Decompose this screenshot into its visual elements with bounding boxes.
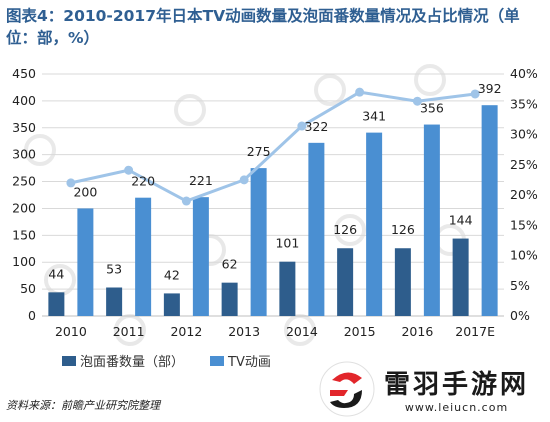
x-tick-label: 2012 bbox=[170, 324, 202, 339]
bar-tv-anime bbox=[366, 132, 383, 316]
brand-logo-icon bbox=[318, 360, 376, 418]
bar-tv-anime bbox=[77, 208, 94, 316]
ratio-point bbox=[66, 178, 76, 188]
ratio-point bbox=[470, 89, 480, 99]
data-label-paomian: 53 bbox=[106, 261, 122, 276]
watermark-logo-icon bbox=[314, 74, 346, 106]
data-label-paomian: 44 bbox=[48, 266, 64, 281]
axes: 0 50 100 150 200 250 300 350 400 450 0% 5% 10% 15% 20%… bbox=[12, 66, 538, 339]
legend-swatch bbox=[62, 356, 76, 366]
y-left-tick-label: 200 bbox=[12, 200, 36, 215]
bar-paomian bbox=[221, 282, 238, 316]
x-tick-label: 2011 bbox=[113, 324, 145, 339]
chart-title: 图表4：2010-2017年日本TV动画数量及泡面番数量情况及占比情况（单位：部… bbox=[6, 7, 520, 47]
bars-group bbox=[48, 105, 498, 317]
data-labels-group: 44 53 42 62 101 126 126 144 200 220 221 275 322 341 35… bbox=[48, 81, 501, 282]
x-tick-label: 2016 bbox=[401, 324, 433, 339]
ratio-point bbox=[355, 87, 365, 97]
data-label-tv-anime: 200 bbox=[73, 184, 97, 199]
bar-paomian bbox=[452, 238, 469, 316]
data-label-tv-anime: 356 bbox=[420, 101, 444, 116]
bar-paomian bbox=[394, 248, 411, 316]
y-right-tick-label: 10% bbox=[510, 248, 538, 263]
y-right-tick-label: 15% bbox=[510, 217, 538, 232]
watermark-logo-icon bbox=[24, 134, 56, 166]
bar-tv-anime bbox=[135, 197, 152, 316]
bar-tv-anime bbox=[308, 142, 325, 316]
bar-paomian bbox=[337, 248, 354, 316]
data-label-paomian: 62 bbox=[222, 257, 238, 272]
x-tick-label: 2017E bbox=[455, 324, 495, 339]
y-left-tick-label: 250 bbox=[12, 174, 36, 189]
ratio-line-group bbox=[66, 87, 480, 206]
bar-tv-anime bbox=[250, 168, 267, 316]
y-right-tick-label: 25% bbox=[510, 157, 538, 172]
ratio-point bbox=[124, 165, 134, 175]
y-right-tick-label: 0% bbox=[510, 308, 530, 323]
y-left-tick-label: 150 bbox=[12, 227, 36, 242]
bar-paomian bbox=[106, 287, 123, 316]
y-left-tick-label: 300 bbox=[12, 147, 36, 162]
data-label-tv-anime: 275 bbox=[247, 144, 271, 159]
y-left-tick-label: 350 bbox=[12, 120, 36, 135]
source-note: 资料来源：前瞻产业研究院整理 bbox=[6, 399, 160, 412]
y-right-tick-label: 35% bbox=[510, 96, 538, 111]
bar-paomian bbox=[163, 293, 180, 316]
legend-label: 泡面番数量（部） bbox=[80, 355, 184, 370]
y-right-tick-label: 5% bbox=[510, 278, 530, 293]
watermark-logo-icon bbox=[414, 64, 446, 96]
y-right-tick-label: 40% bbox=[510, 66, 538, 81]
y-right-tick-label: 20% bbox=[510, 187, 538, 202]
bar-tv-anime bbox=[423, 124, 440, 316]
x-tick-label: 2013 bbox=[228, 324, 260, 339]
watermark-logo-icon bbox=[174, 94, 206, 126]
ratio-line bbox=[70, 90, 476, 203]
ratio-point bbox=[181, 196, 191, 206]
ratio-point bbox=[412, 96, 422, 106]
data-label-paomian: 126 bbox=[333, 222, 357, 237]
bar-paomian bbox=[48, 292, 65, 316]
data-label-paomian: 126 bbox=[391, 222, 415, 237]
data-label-tv-anime: 220 bbox=[131, 174, 155, 189]
data-label-tv-anime: 221 bbox=[189, 173, 213, 188]
x-tick-label: 2014 bbox=[286, 324, 318, 339]
legend: 泡面番数量（部） TV动画 bbox=[62, 355, 271, 370]
data-label-tv-anime: 322 bbox=[304, 119, 328, 134]
data-label-tv-anime: 392 bbox=[478, 81, 502, 96]
y-left-tick-label: 450 bbox=[12, 66, 36, 81]
data-label-paomian: 42 bbox=[164, 267, 180, 282]
y-left-tick-label: 0 bbox=[28, 308, 36, 323]
y-left-tick-label: 50 bbox=[20, 281, 36, 296]
ratio-point bbox=[239, 175, 249, 185]
x-tick-label: 2015 bbox=[344, 324, 376, 339]
brand-name: 雷羽手游网 bbox=[384, 370, 530, 400]
bar-paomian bbox=[279, 261, 296, 316]
data-label-paomian: 144 bbox=[449, 213, 473, 228]
y-left-tick-label: 100 bbox=[12, 254, 36, 269]
watermark-logo-icon bbox=[334, 214, 366, 246]
brand-watermark: 雷羽手游网 www.leiucn.com bbox=[300, 356, 550, 422]
y-left-tick-label: 400 bbox=[12, 93, 36, 108]
x-tick-label: 2010 bbox=[55, 324, 87, 339]
data-label-tv-anime: 341 bbox=[362, 109, 386, 124]
bar-tv-anime bbox=[481, 105, 498, 317]
y-right-tick-label: 30% bbox=[510, 127, 538, 142]
ratio-point bbox=[297, 121, 307, 131]
bar-tv-anime bbox=[192, 197, 209, 316]
brand-url: www.leiucn.com bbox=[404, 401, 509, 414]
legend-swatch bbox=[210, 356, 224, 366]
legend-label: TV动画 bbox=[227, 355, 271, 370]
data-label-paomian: 101 bbox=[275, 236, 299, 251]
